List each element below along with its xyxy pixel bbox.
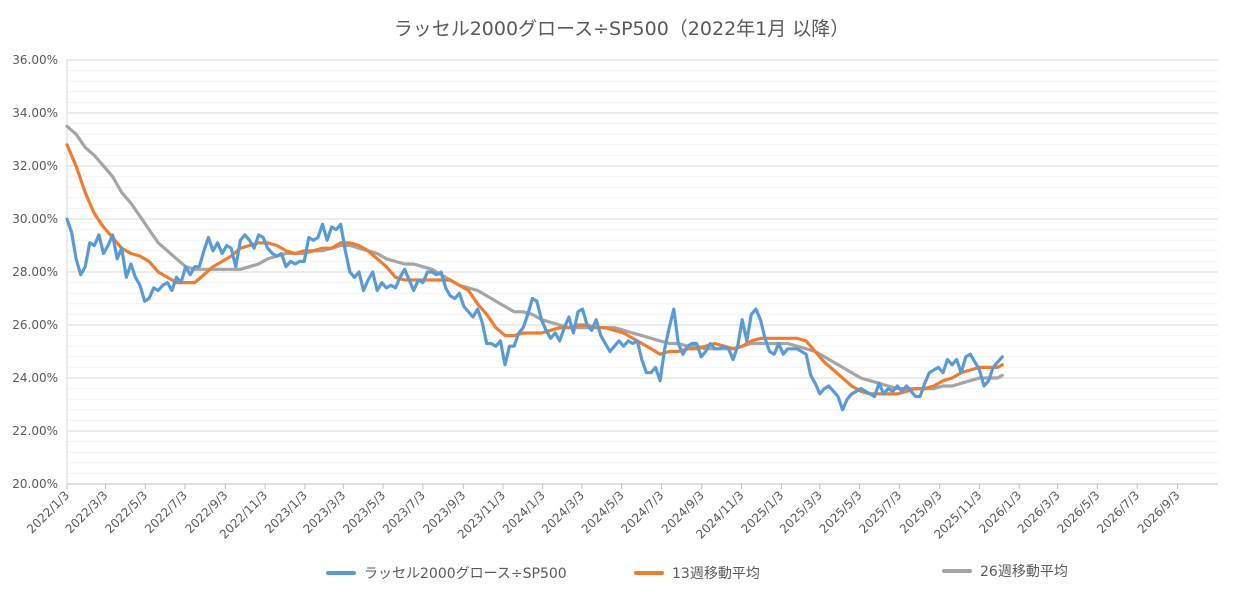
y-tick-label: 28.00% <box>12 265 58 279</box>
legend-label-ratio: ラッセル2000グロース÷SP500 <box>364 566 567 582</box>
x-tick-label: 2022/3/3 <box>63 488 111 536</box>
y-tick-label: 30.00% <box>12 212 58 226</box>
x-tick-label: 2024/5/3 <box>579 488 627 536</box>
y-tick-label: 36.00% <box>12 53 58 67</box>
chart-title: ラッセル2000グロース÷SP500（2022年1月 以降） <box>393 18 850 40</box>
legend-item-ma26: 26週移動平均 <box>942 561 1068 581</box>
x-tick-label: 2022/5/3 <box>102 488 150 536</box>
x-tick-label: 2025/3/3 <box>777 488 825 536</box>
series-line-ratio <box>65 217 1004 412</box>
y-axis: 20.00% 22.00% 24.00% 26.00% 28.00% 30.00% 32.0… <box>12 53 68 491</box>
y-tick-label: 22.00% <box>12 424 58 438</box>
legend-swatch-ma13 <box>634 571 664 575</box>
series-line-ma13 <box>65 143 1004 396</box>
x-tick-label: 2025/5/3 <box>817 488 865 536</box>
legend-item-ma13: 13週移動平均 <box>634 563 760 583</box>
x-tick-label: 2026/3/3 <box>1015 488 1063 536</box>
x-tick-label: 2026/9/3 <box>1135 488 1183 536</box>
legend-swatch-ratio <box>326 571 356 575</box>
legend-label-ma26: 26週移動平均 <box>980 564 1068 580</box>
y-tick-label: 34.00% <box>12 106 58 120</box>
y-tick-label: 20.00% <box>12 477 58 491</box>
y-tick-label: 32.00% <box>12 159 58 173</box>
x-tick-label: 2024/7/3 <box>619 488 667 536</box>
series-line-ma26 <box>65 124 1004 391</box>
x-axis: 2022/1/32022/3/32022/5/32022/7/32022/9/3… <box>24 483 1218 542</box>
x-tick-label: 2024/3/3 <box>539 488 587 536</box>
x-tick-label: 2023/3/3 <box>300 488 348 536</box>
legend-swatch-ma26 <box>942 569 972 573</box>
legend-item-ratio: ラッセル2000グロース÷SP500 <box>326 563 567 583</box>
y-tick-label: 26.00% <box>12 318 58 332</box>
x-tick-label: 2026/7/3 <box>1094 488 1142 536</box>
legend-label-ma13: 13週移動平均 <box>672 566 760 582</box>
x-tick-label: 2026/5/3 <box>1055 488 1103 536</box>
major-gridlines <box>67 59 1218 485</box>
x-tick-label: 2025/7/3 <box>856 488 904 536</box>
x-tick-label: 2023/5/3 <box>340 488 388 536</box>
series-layer <box>65 124 1004 412</box>
x-tick-label: 2022/7/3 <box>142 488 190 536</box>
x-tick-label: 2023/7/3 <box>380 488 428 536</box>
y-tick-label: 24.00% <box>12 371 58 385</box>
